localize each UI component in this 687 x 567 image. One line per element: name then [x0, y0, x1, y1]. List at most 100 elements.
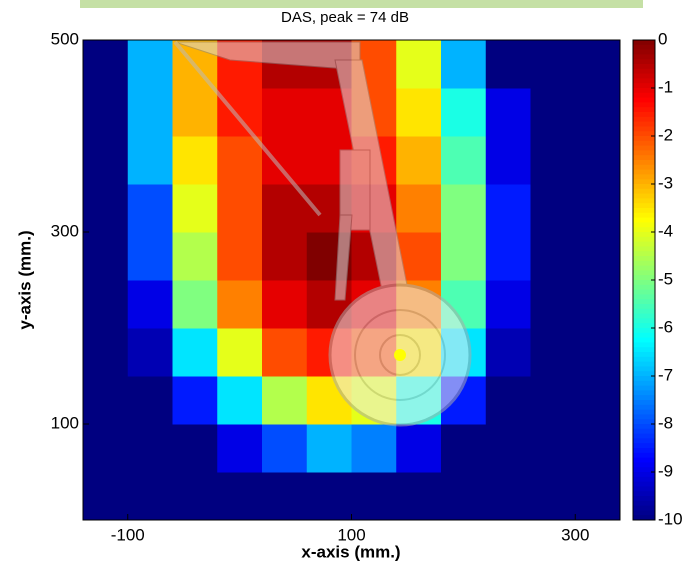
colorbar-step [633, 376, 655, 382]
heat-cell [485, 184, 531, 233]
heat-cell [172, 376, 218, 425]
heat-cell [575, 88, 621, 137]
heat-cell [172, 328, 218, 377]
colorbar-step [633, 304, 655, 310]
heat-cell [172, 88, 218, 137]
heat-cell [485, 424, 531, 473]
heat-cell [172, 184, 218, 233]
heat-cell [83, 88, 129, 137]
colorbar-step [633, 443, 655, 449]
heat-cell [83, 328, 129, 377]
colorbar-step [633, 241, 655, 247]
colorbar-step [633, 265, 655, 271]
heat-cell [441, 40, 487, 89]
colorbar-step [633, 203, 655, 209]
heat-cell [396, 136, 442, 185]
heat-cell [217, 472, 263, 521]
colorbar-step [633, 68, 655, 75]
colorbar-step [633, 308, 655, 315]
colorbar-step [633, 380, 655, 387]
heat-cell [83, 376, 129, 425]
colorbar-step [633, 121, 655, 127]
colorbar: 0 -1 -2 -3 -4 -5 -6 -7 -8 -9 -10 [632, 29, 683, 528]
colorbar-tick-label: -7 [658, 365, 673, 384]
heat-cell [262, 424, 308, 473]
colorbar-step [633, 83, 655, 89]
colorbar-step [633, 227, 655, 233]
heat-cell [83, 40, 129, 89]
heat-cell [530, 232, 576, 281]
heat-cell [127, 88, 173, 137]
heat-cell [127, 328, 173, 377]
heat-cell [485, 328, 531, 377]
colorbar-step [633, 184, 655, 190]
x-axis-label: x-axis (mm.) [301, 542, 400, 561]
colorbar-step [633, 342, 655, 348]
colorbar-step [633, 467, 655, 473]
colorbar-step [633, 500, 655, 507]
heat-cell [485, 88, 531, 137]
heat-cell [575, 184, 621, 233]
colorbar-step [633, 361, 655, 367]
colorbar-step [633, 409, 655, 415]
heat-cell [83, 280, 129, 329]
heat-cell [530, 40, 576, 89]
colorbar-step [633, 193, 655, 199]
heat-cell [127, 376, 173, 425]
heat-cell [127, 280, 173, 329]
colorbar-step [633, 73, 655, 79]
heat-cell [172, 424, 218, 473]
heat-cell [575, 40, 621, 89]
heat-cell [396, 472, 442, 521]
heat-cell [485, 40, 531, 89]
colorbar-step [633, 371, 655, 377]
heat-cell [485, 280, 531, 329]
heat-cell [83, 136, 129, 185]
heat-cell [83, 472, 129, 521]
top-band [80, 0, 643, 8]
colorbar-tick-label: -3 [658, 173, 673, 192]
heat-cell [530, 184, 576, 233]
colorbar-step [633, 174, 655, 180]
heat-cell [172, 280, 218, 329]
heat-cell [262, 280, 308, 329]
heat-cell [306, 472, 352, 521]
colorbar-step [633, 510, 655, 516]
colorbar-step [633, 318, 655, 324]
colorbar-step [633, 222, 655, 228]
colorbar-step [633, 448, 655, 454]
colorbar-step [633, 155, 655, 161]
colorbar-step [633, 107, 655, 113]
colorbar-step [633, 212, 655, 219]
colorbar-step [633, 390, 655, 396]
heat-cell [530, 328, 576, 377]
colorbar-step [633, 49, 655, 55]
heat-cell [530, 376, 576, 425]
colorbar-tick-label: -9 [658, 461, 673, 480]
colorbar-step [633, 404, 655, 411]
colorbar-step [633, 280, 655, 286]
heat-cell [485, 232, 531, 281]
heat-cell [83, 184, 129, 233]
colorbar-tick-label: 0 [658, 29, 667, 48]
heat-cell [127, 472, 173, 521]
colorbar-step [633, 136, 655, 142]
colorbar-step [633, 356, 655, 363]
colorbar-step [633, 313, 655, 319]
colorbar-step [633, 59, 655, 65]
colorbar-step [633, 284, 655, 291]
colorbar-step [633, 328, 655, 334]
heat-cell [172, 472, 218, 521]
colorbar-tick-label: -4 [658, 221, 673, 240]
colorbar-step [633, 150, 655, 156]
colorbar-step [633, 515, 655, 521]
heat-cell [485, 472, 531, 521]
colorbar-step [633, 424, 655, 430]
heat-cell [575, 328, 621, 377]
colorbar-step [633, 385, 655, 391]
colorbar-step [633, 476, 655, 483]
colorbar-step [633, 256, 655, 262]
colorbar-tick-label: -2 [658, 125, 673, 144]
heat-cell [262, 232, 308, 281]
colorbar-tick-label: -8 [658, 413, 673, 432]
